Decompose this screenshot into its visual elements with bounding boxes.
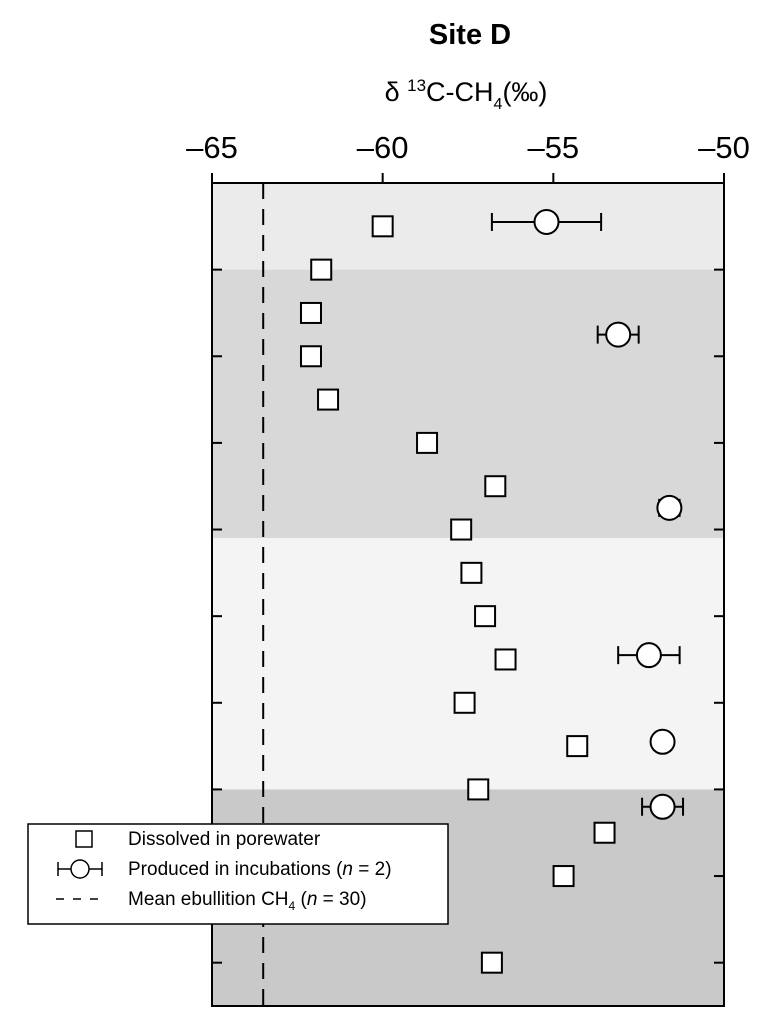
incubation-point [656, 494, 683, 521]
porewater-point [371, 215, 394, 238]
porewater-point [593, 821, 616, 844]
porewater-point [453, 691, 476, 714]
x-axis-label: δ 13C-CH4(‰) [385, 76, 548, 113]
incubation-point [605, 321, 632, 348]
legend-box [27, 823, 449, 925]
porewater-point [484, 475, 507, 498]
x-axis-label-sub: 4 [494, 96, 503, 113]
background-band-2 [212, 269, 724, 539]
porewater-point [494, 648, 517, 671]
porewater-point [450, 518, 473, 541]
incubation-point [533, 208, 560, 235]
legend-label-incubations-tail: = 2) [353, 859, 392, 880]
x-tick-label: –65 [186, 130, 238, 165]
porewater-point [467, 778, 490, 801]
background-band-1 [212, 183, 724, 270]
legend-label-ebullition-italic: n [307, 889, 318, 910]
x-axis-label-suffix: (‰) [502, 77, 547, 107]
axis-ticks: –65 –60 –55 –50 [186, 130, 750, 964]
incubation-point [635, 642, 662, 669]
legend-square-marker [75, 830, 93, 848]
data-marks [299, 208, 685, 974]
incubation-point [649, 728, 676, 755]
chart-title: Site D [429, 19, 511, 51]
background-bands [212, 183, 724, 1006]
porewater-point [480, 951, 503, 974]
x-tick-label: –50 [698, 130, 750, 165]
porewater-point [310, 258, 333, 281]
x-axis-label-main: C-CH [426, 77, 494, 107]
legend-label-ebullition: Mean ebullition CH4 (n = 30) [128, 889, 367, 913]
x-axis-label-sup: 13 [407, 76, 426, 95]
porewater-point [317, 388, 340, 411]
legend-label-ebullition-text2: ( [295, 889, 307, 910]
porewater-point [299, 345, 322, 368]
porewater-point [460, 561, 483, 584]
legend-label-porewater: Dissolved in porewater [128, 829, 321, 850]
legend: Dissolved in porewater Produced in incuba… [27, 823, 449, 925]
porewater-point [299, 301, 322, 324]
porewater-point [566, 735, 589, 758]
legend-circle-marker [70, 859, 90, 879]
legend-label-incubations-text: Produced in incubations ( [128, 859, 343, 880]
x-tick-label: –55 [527, 130, 579, 165]
x-axis-label-prefix: δ [385, 77, 408, 107]
porewater-point [552, 865, 575, 888]
legend-label-ebullition-tail: = 30) [317, 889, 366, 910]
legend-label-incubations: Produced in incubations (n = 2) [128, 859, 392, 880]
legend-label-ebullition-text: Mean ebullition CH [128, 889, 289, 910]
legend-label-incubations-italic: n [342, 859, 353, 880]
porewater-point [416, 431, 439, 454]
legend-label-ebullition-sub: 4 [289, 899, 296, 913]
x-tick-label: –60 [357, 130, 409, 165]
porewater-point [474, 605, 497, 628]
plot-frame [211, 182, 725, 1007]
incubation-point [649, 793, 676, 820]
